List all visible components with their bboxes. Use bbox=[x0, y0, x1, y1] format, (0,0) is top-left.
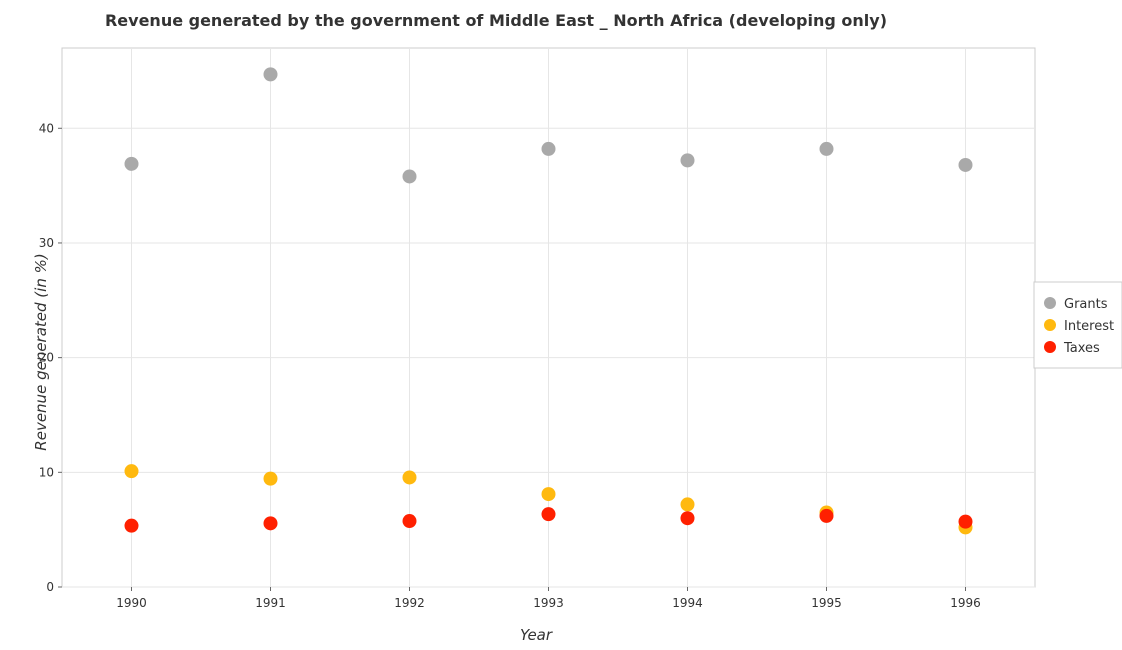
y-tick-label: 20 bbox=[39, 351, 54, 365]
x-tick-label: 1993 bbox=[533, 596, 564, 610]
legend-marker-taxes bbox=[1044, 341, 1056, 353]
legend-label-interest: Interest bbox=[1064, 319, 1114, 334]
x-tick-label: 1990 bbox=[116, 596, 147, 610]
interest-point bbox=[680, 497, 695, 512]
x-tick-label: 1992 bbox=[394, 596, 425, 610]
x-tick-label: 1994 bbox=[672, 596, 703, 610]
chart-title: Revenue generated by the government of M… bbox=[105, 11, 887, 30]
taxes-point bbox=[958, 514, 973, 529]
legend-label-grants: Grants bbox=[1064, 297, 1108, 312]
y-tick-label: 0 bbox=[46, 580, 54, 594]
legend: Grants Interest Taxes bbox=[1033, 281, 1122, 369]
legend-marker-interest bbox=[1044, 319, 1056, 331]
grants-point bbox=[819, 141, 834, 156]
interest-point bbox=[402, 470, 417, 485]
taxes-point bbox=[819, 508, 834, 523]
taxes-point bbox=[263, 516, 278, 531]
x-tick-label: 1991 bbox=[255, 596, 286, 610]
x-axis-label: Year bbox=[520, 626, 553, 644]
series-taxes bbox=[124, 507, 973, 533]
taxes-point bbox=[124, 518, 139, 533]
grants-point bbox=[124, 156, 139, 171]
interest-point bbox=[124, 464, 139, 479]
taxes-point bbox=[680, 511, 695, 526]
legend-marker-grants bbox=[1044, 297, 1056, 309]
x-tick-label: 1995 bbox=[811, 596, 842, 610]
interest-point bbox=[541, 487, 556, 502]
grants-point bbox=[680, 153, 695, 168]
y-tick-label: 40 bbox=[39, 121, 54, 135]
x-tick-label: 1996 bbox=[950, 596, 981, 610]
grants-point bbox=[541, 141, 556, 156]
taxes-point bbox=[402, 514, 417, 529]
y-tick-label: 10 bbox=[39, 465, 54, 479]
grid bbox=[62, 48, 1035, 588]
taxes-point bbox=[541, 507, 556, 522]
legend-label-taxes: Taxes bbox=[1063, 341, 1100, 356]
series-grants bbox=[124, 67, 973, 184]
x-axis-ticks: 1990 1991 1992 1993 1994 1995 1996 bbox=[116, 587, 981, 610]
y-tick-label: 30 bbox=[39, 236, 54, 250]
grants-point bbox=[958, 157, 973, 172]
interest-point bbox=[263, 471, 278, 486]
data-points bbox=[124, 67, 973, 535]
grants-point bbox=[263, 67, 278, 82]
grants-point bbox=[402, 169, 417, 184]
y-axis-label: Revenue generated (in %) bbox=[32, 253, 50, 450]
y-axis-ticks: 0 10 20 30 40 bbox=[39, 121, 62, 594]
